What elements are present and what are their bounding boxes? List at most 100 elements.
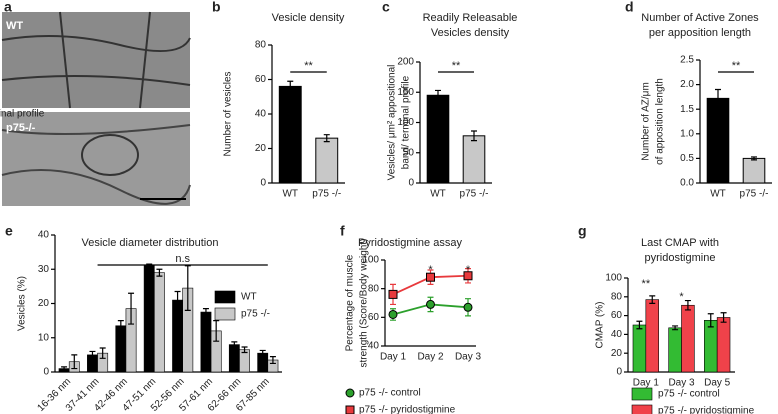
- y-tick-label: 1.5: [680, 104, 694, 115]
- error-bar: [471, 130, 477, 142]
- error-bar: [672, 325, 679, 331]
- legend-label: WT: [241, 292, 257, 303]
- panel-letter: f: [340, 223, 345, 239]
- y-tick-label: 2.0: [680, 79, 694, 90]
- panel-letter: d: [625, 0, 634, 15]
- bar: [172, 299, 183, 373]
- marker: [426, 272, 435, 282]
- error-bar: [707, 313, 714, 328]
- panel-letter: a: [4, 0, 12, 15]
- image-label: WT: [6, 20, 23, 32]
- y-tick-label: 0: [616, 367, 622, 378]
- y-tick-label: 40: [368, 341, 380, 352]
- legend-label: p75 -/-: [241, 309, 270, 320]
- y-tick-label: 100: [605, 273, 622, 284]
- y-axis-label: band/ terminal profile: [401, 75, 412, 169]
- significance: **: [732, 60, 741, 72]
- marker: [463, 302, 473, 312]
- error-bar: [751, 156, 757, 161]
- y-tick-label: 2.5: [680, 55, 694, 66]
- y-tick-label: 80: [255, 40, 267, 51]
- legend-swatch: [214, 307, 236, 321]
- bar: [143, 265, 155, 373]
- y-axis-label: Percentage of muscle: [345, 254, 356, 351]
- panel-letter: g: [578, 223, 587, 239]
- error-bar: [156, 268, 163, 277]
- x-tick-label: Day 1: [633, 378, 660, 389]
- bar: [154, 272, 165, 373]
- panel-letter: b: [212, 0, 221, 15]
- y-axis-label: Number of AZ/μm: [641, 82, 652, 161]
- legend-swatch: [631, 387, 653, 401]
- y-tick-label: 100: [397, 117, 414, 128]
- x-tick-label: Day 1: [380, 352, 407, 363]
- x-tick-label: WT: [282, 189, 298, 200]
- error-bar: [649, 295, 656, 304]
- significance: *: [466, 264, 471, 276]
- mitochondrion: [81, 134, 139, 176]
- y-axis-label: of apposition length: [655, 78, 666, 165]
- legend-swatch: [345, 388, 355, 398]
- significance: n.s: [175, 253, 190, 265]
- y-axis-label: strength (Score/Body weight): [359, 239, 370, 368]
- error-bar: [202, 308, 209, 317]
- y-tick-label: 40: [611, 329, 623, 340]
- error-bar: [684, 299, 691, 311]
- bar: [426, 94, 450, 184]
- error-bar: [174, 290, 181, 310]
- legend-swatch: [345, 405, 355, 414]
- error-bar: [636, 320, 643, 330]
- significance: **: [452, 60, 461, 72]
- y-tick-label: 10: [38, 332, 50, 343]
- y-tick-label: 100: [362, 255, 379, 266]
- micrograph-wt: [2, 12, 190, 108]
- membrane: [1, 124, 191, 205]
- panel-letter: c: [382, 0, 390, 15]
- bar: [742, 157, 766, 184]
- error-bar: [323, 134, 330, 143]
- chart-title: per apposition length: [649, 27, 751, 39]
- significance: *: [428, 264, 433, 276]
- legend-label: p75 -/- pyridostigmine: [658, 406, 755, 414]
- bar: [668, 327, 682, 373]
- legend-label: p75 -/- control: [359, 388, 421, 399]
- error-bar: [241, 346, 248, 354]
- marker: [388, 289, 398, 299]
- x-tick-label: Day 2: [417, 352, 444, 363]
- y-tick-label: 60: [368, 312, 380, 323]
- marker: [388, 309, 398, 319]
- error-bar: [128, 292, 135, 325]
- x-tick-label: p75 -/-: [740, 189, 769, 200]
- bar: [462, 135, 486, 184]
- bar: [645, 299, 659, 373]
- marker: [463, 271, 473, 281]
- y-tick-label: 40: [255, 109, 267, 120]
- chart-title: Number of Active Zones: [641, 12, 759, 24]
- y-axis-label: Number of vesicles: [223, 71, 234, 156]
- panel-letter: e: [5, 223, 13, 239]
- y-tick-label: 1.0: [680, 128, 694, 139]
- y-axis-label: CMAP (%): [595, 301, 606, 348]
- bar: [716, 317, 731, 373]
- x-tick-label: Day 3: [455, 352, 482, 363]
- y-tick-label: 0: [43, 367, 49, 378]
- y-tick-label: 0: [408, 178, 414, 189]
- significance: **: [642, 278, 651, 290]
- legend-label: p75 -/- pyridostigmine: [359, 405, 456, 414]
- x-tick-label: Day 5: [704, 378, 731, 389]
- y-tick-label: 20: [38, 298, 50, 309]
- error-bar: [715, 88, 721, 108]
- error-bar: [720, 312, 727, 323]
- membrane: [1, 11, 191, 109]
- y-axis-label: /μm² terminal profile: [0, 109, 45, 120]
- y-tick-label: 0.0: [680, 178, 694, 189]
- y-tick-label: 80: [611, 291, 623, 302]
- y-tick-label: 60: [611, 310, 623, 321]
- y-tick-label: 20: [255, 143, 267, 154]
- x-tick-label: Day 3: [668, 378, 695, 389]
- bar: [115, 325, 127, 373]
- bar: [228, 344, 240, 373]
- bar: [706, 97, 730, 184]
- legend-swatch: [214, 290, 236, 304]
